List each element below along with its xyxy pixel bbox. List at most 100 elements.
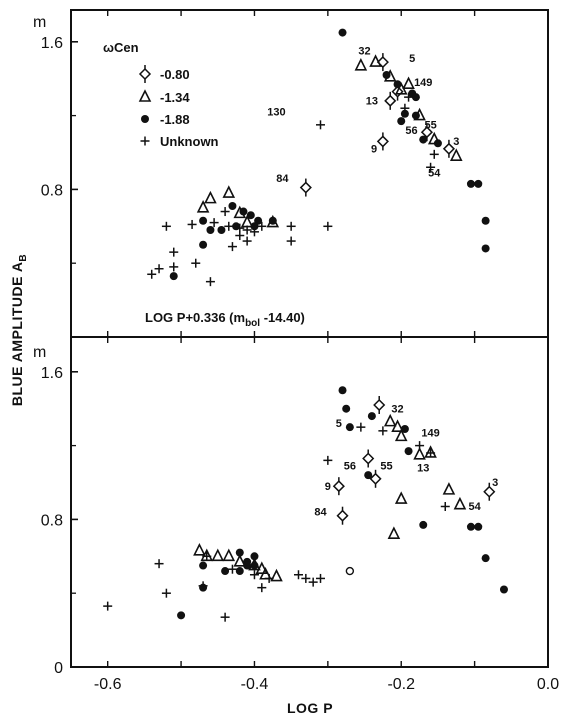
data-point-diamond <box>299 178 312 197</box>
data-point-plus <box>209 218 219 228</box>
data-point-dot <box>382 71 391 80</box>
data-point-triangle <box>193 542 206 556</box>
data-point-plus <box>227 242 237 252</box>
formula-tail: -14.40) <box>260 310 305 325</box>
data-point-plus <box>161 588 171 598</box>
data-point-plus <box>316 573 326 583</box>
data-point-dot <box>169 272 178 281</box>
data-point-plus <box>426 162 436 172</box>
data-point-dot <box>250 561 259 570</box>
data-point-dot <box>250 222 259 231</box>
data-point-plus <box>161 221 171 231</box>
data-point-plus <box>154 559 164 569</box>
legend-marker <box>138 89 152 102</box>
data-point-dot <box>411 111 420 120</box>
data-point-triangle <box>413 447 426 460</box>
data-point-triangle <box>211 548 225 562</box>
legend-plus-symbol <box>140 136 150 146</box>
data-point-plus <box>415 441 425 451</box>
star-label: 54 <box>428 167 441 179</box>
data-point-diamond <box>369 469 382 488</box>
y-tick-label: 0 <box>54 660 63 677</box>
x-tick-label: 0.0 <box>537 676 559 693</box>
data-point-dot <box>235 567 244 576</box>
data-point-plus <box>147 269 157 279</box>
legend-dot-symbol <box>141 115 149 123</box>
data-point-triangle <box>402 76 415 90</box>
data-point-dot <box>342 404 351 413</box>
legend-item-diamond: -0.80 <box>138 65 190 83</box>
data-point-plus <box>323 221 333 231</box>
data-point-plus <box>301 573 311 583</box>
x-tick-label: -0.4 <box>241 676 269 693</box>
data-point-dot <box>367 412 376 421</box>
data-point-plus <box>235 231 245 241</box>
y-axis-title: BLUE AMPLITUDE AB <box>9 254 29 406</box>
formula-sub: bol <box>245 318 260 329</box>
data-point-dot <box>474 179 483 188</box>
star-label: 56 <box>405 125 417 137</box>
data-point-dot <box>199 216 208 225</box>
data-point-plus <box>264 573 274 583</box>
data-point-diamond <box>336 506 349 525</box>
data-point-dot <box>393 80 402 89</box>
star-label: 5 <box>336 418 342 430</box>
data-point-diamond <box>483 482 496 501</box>
data-point-dot <box>433 139 442 148</box>
star-label: 84 <box>276 173 289 185</box>
data-point-plus <box>257 221 267 231</box>
y-axis-title-text: BLUE AMPLITUDE A <box>9 262 25 407</box>
formula-main: LOG P+0.336 (m <box>145 310 245 325</box>
data-point-dot <box>400 424 409 433</box>
star-label: 149 <box>421 427 439 439</box>
x-tick-label: -0.2 <box>387 676 415 693</box>
star-label: 54 <box>468 501 481 513</box>
data-point-dot <box>235 548 244 557</box>
star-label: 3 <box>492 477 498 489</box>
data-point-plus <box>154 264 164 274</box>
star-label: 149 <box>414 77 432 89</box>
y-unit-label: m <box>33 344 46 361</box>
data-point-dot <box>397 117 406 126</box>
data-point-plus <box>440 501 450 511</box>
data-point-dot <box>466 179 475 188</box>
legend-label-0: -0.80 <box>160 67 190 82</box>
star-label: 13 <box>366 96 378 108</box>
data-point-triangle <box>233 554 247 567</box>
data-point-plus <box>103 601 113 611</box>
data-point-triangle <box>204 190 217 204</box>
data-point-triangle <box>449 148 463 161</box>
data-point-dot <box>400 109 409 118</box>
top-panel: 1.6 0.8 m 32 5 149 13 130 56 55 3 9 84 54 <box>33 10 490 337</box>
data-point-plus <box>191 258 201 268</box>
legend-marker <box>138 65 152 83</box>
data-point-plus <box>293 570 303 580</box>
data-point-plus <box>378 426 388 436</box>
y-unit-label: m <box>33 14 46 31</box>
data-point-triangle <box>394 81 408 95</box>
data-point-plus <box>187 219 197 229</box>
y-tick-label: 1.6 <box>41 365 63 382</box>
legend-title: ωCen <box>103 40 139 55</box>
data-point-triangle <box>453 496 467 510</box>
bottom-panel: 1.6 0.8 0 m -0.6 -0.4 -0.2 0.0 32 149 5 56 55 13 9 3 84 5… <box>33 337 559 693</box>
data-point-triangle <box>394 491 408 504</box>
data-point-dot <box>474 522 483 531</box>
data-point-dot <box>338 386 347 395</box>
legend-label-3: Unknown <box>160 134 219 149</box>
data-point-triangle <box>270 568 283 582</box>
star-label: 32 <box>391 403 403 415</box>
data-point-dot <box>232 222 241 231</box>
data-point-plus <box>316 120 326 130</box>
legend-marker <box>140 136 150 146</box>
data-point-dot <box>177 611 186 620</box>
data-point-dot <box>338 28 347 37</box>
y-tick-label: 0.8 <box>41 182 63 199</box>
y-axis-title-sub: B <box>18 254 29 262</box>
legend-triangle-symbol <box>138 89 152 102</box>
data-point-plus <box>202 551 212 561</box>
data-point-plus <box>224 221 234 231</box>
data-point-plus <box>249 227 259 237</box>
data-point-dot <box>364 471 373 480</box>
svg-text:BLUE AMPLITUDE AB: BLUE AMPLITUDE AB <box>9 254 29 406</box>
